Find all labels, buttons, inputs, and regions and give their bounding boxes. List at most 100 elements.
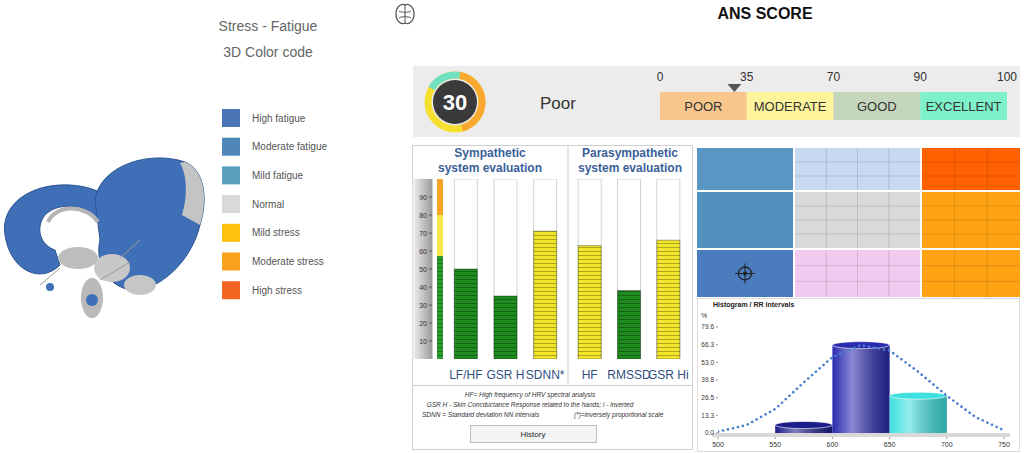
bar-shine xyxy=(832,345,889,433)
map-gridline xyxy=(826,250,827,297)
map-gridline xyxy=(795,206,920,207)
x-tick-label: 650 xyxy=(884,441,896,448)
y-tick-label: 90 xyxy=(419,194,427,201)
y-tick xyxy=(429,305,432,306)
footnote: SDNN = Standard deviation NN intervals xyxy=(422,411,540,418)
map-gridline xyxy=(888,250,889,297)
footnote: (*)=inversely proportional scale xyxy=(574,411,664,419)
map-gridline xyxy=(954,148,955,190)
x-tick-label: 600 xyxy=(827,441,839,448)
legend-label: Mild stress xyxy=(252,227,300,238)
scale-segment xyxy=(920,92,1007,120)
y-tick xyxy=(716,327,718,328)
scale-label: POOR xyxy=(684,99,722,114)
x-tick xyxy=(889,437,890,439)
category-label: SDNN* xyxy=(526,368,565,382)
bar-slot xyxy=(494,179,517,359)
map-cell xyxy=(922,192,1020,248)
map-gridline xyxy=(795,281,920,282)
scale-tick: 35 xyxy=(740,70,754,84)
bar-slot xyxy=(618,179,641,359)
legend-swatch xyxy=(222,253,240,271)
divider xyxy=(413,385,692,386)
x-tick-label: 550 xyxy=(769,441,781,448)
x-tick xyxy=(946,437,947,439)
brain-part xyxy=(124,275,156,295)
y-tick-label: 79.6 xyxy=(701,323,714,330)
y-tick-label: 26.5 xyxy=(701,394,714,401)
score-panel xyxy=(413,66,1020,137)
map-gridline xyxy=(857,148,858,190)
legend-label: Moderate stress xyxy=(252,256,324,267)
history-button[interactable] xyxy=(471,426,597,443)
bar xyxy=(494,296,517,359)
y-tick xyxy=(429,287,432,288)
map-cell xyxy=(795,148,920,190)
history-label[interactable]: History xyxy=(521,430,546,439)
category-label: GSR Hi xyxy=(648,368,689,382)
map-gridline xyxy=(826,148,827,190)
scale-tick: 0 xyxy=(657,70,664,84)
y-tick-label: 50 xyxy=(419,266,427,273)
histogram-title: Histogram / RR intervals xyxy=(713,301,794,309)
map-gridline xyxy=(795,265,920,266)
y-tick xyxy=(716,415,718,416)
icon-outline xyxy=(396,4,414,23)
x-tick xyxy=(832,437,833,439)
bar xyxy=(618,291,641,359)
dashboard: Stress - Fatigue3D Color codeHigh fatigu… xyxy=(0,0,1024,453)
histogram-marks xyxy=(718,342,1004,433)
footnote: HF= High frequency of HRV spectral analy… xyxy=(465,391,596,399)
histogram-panel xyxy=(698,299,1020,452)
map-gridline xyxy=(987,148,988,190)
brain-part xyxy=(94,254,130,282)
y-tick xyxy=(429,251,432,252)
brain-icon xyxy=(396,4,414,23)
scale-label: GOOD xyxy=(857,99,897,114)
map-cell xyxy=(922,250,1020,297)
legend-swatch xyxy=(222,166,240,184)
category-label: GSR H xyxy=(486,368,524,382)
y-tick-label: 0.0 xyxy=(705,429,714,436)
bar xyxy=(534,231,557,359)
map-cell xyxy=(697,250,793,297)
map-cell xyxy=(697,148,793,190)
title-line: Parasympathetic xyxy=(582,146,678,160)
y-axis-title: % xyxy=(701,312,707,319)
y-tick xyxy=(429,215,432,216)
zone-strip xyxy=(437,179,443,215)
brain-part xyxy=(86,294,98,306)
map-gridline xyxy=(922,281,1020,282)
y-tick-label: 70 xyxy=(419,230,427,237)
bar-cap xyxy=(890,392,947,399)
legend-swatch xyxy=(222,195,240,213)
marker-dot xyxy=(743,272,747,276)
map-gridline xyxy=(922,265,1020,266)
y-tick xyxy=(429,323,432,324)
y-tick-label: 80 xyxy=(419,212,427,219)
scale-tick: 70 xyxy=(827,70,841,84)
x-tick xyxy=(775,437,776,439)
scale-tick: 100 xyxy=(997,70,1017,84)
legend-label: High stress xyxy=(252,285,302,296)
map-gridline xyxy=(795,162,920,163)
y-tick xyxy=(429,197,432,198)
divider xyxy=(568,146,569,385)
legend-label: Mild fatigue xyxy=(252,170,304,181)
y-tick xyxy=(429,341,432,342)
y-tick xyxy=(716,397,718,398)
legend-label: Moderate fatigue xyxy=(252,141,327,152)
gauge-core xyxy=(433,80,477,124)
map-gridline xyxy=(795,220,920,221)
title-line: system evaluation xyxy=(438,161,542,175)
map-gridline xyxy=(795,234,920,235)
icon-lines xyxy=(399,5,411,23)
category-label: RMSSD xyxy=(607,368,651,382)
legend-title: Stress - Fatigue xyxy=(219,18,318,34)
bar-shine xyxy=(890,396,947,433)
eval-panel xyxy=(413,146,693,450)
y-tick-label: 39.8 xyxy=(701,376,714,383)
y-tick-label: 40 xyxy=(419,284,427,291)
y-tick xyxy=(429,233,432,234)
category-label: HF xyxy=(582,368,598,382)
